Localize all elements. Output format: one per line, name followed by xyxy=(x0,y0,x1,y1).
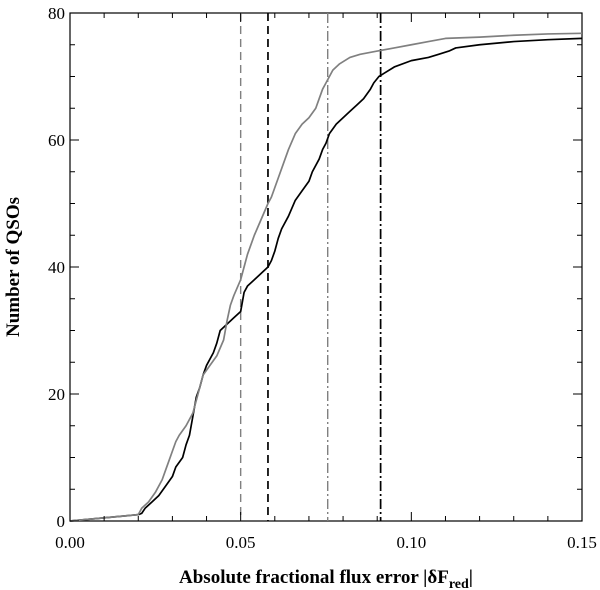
y-tick-label: 60 xyxy=(48,131,65,150)
y-tick-label: 40 xyxy=(48,258,65,277)
y-tick-label: 80 xyxy=(48,4,65,23)
y-tick-label: 20 xyxy=(48,385,65,404)
y-tick-label: 0 xyxy=(57,512,66,531)
series-line-1 xyxy=(69,37,583,522)
x-axis-title: Absolute fractional flux error |δFred| xyxy=(179,567,473,590)
x-tick-label: 0.10 xyxy=(396,533,426,552)
ticks-group xyxy=(69,12,583,522)
reference-lines xyxy=(239,13,382,521)
series-line-2 xyxy=(69,32,583,522)
tick-labels-group: 0.00 0.05 0.10 0.15 0 20 40 60 80 xyxy=(48,4,597,552)
x-axis-title-subscript: red xyxy=(449,577,469,590)
x-tick-label: 0.15 xyxy=(567,533,597,552)
x-axis-title-suffix: | xyxy=(469,567,473,588)
series-group xyxy=(69,32,583,522)
x-tick-label: 0.05 xyxy=(226,533,256,552)
x-tick-label: 0.00 xyxy=(55,533,85,552)
plot-frame xyxy=(69,12,583,522)
y-axis-title: Number of QSOs xyxy=(3,197,24,337)
x-axis-title-main: Absolute fractional flux error |δF xyxy=(179,567,449,588)
